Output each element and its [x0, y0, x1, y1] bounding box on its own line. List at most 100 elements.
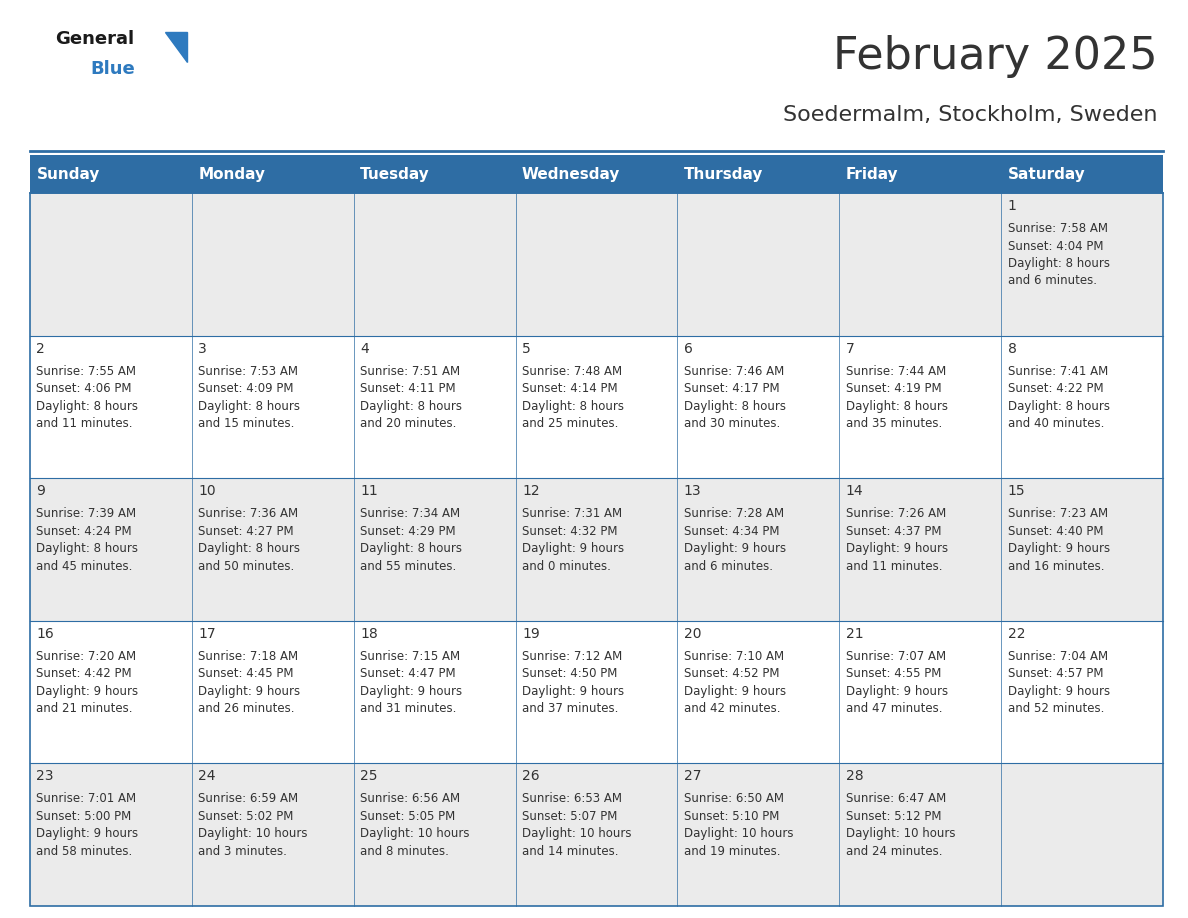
Bar: [191, 478, 354, 621]
Text: Sunset: 4:22 PM: Sunset: 4:22 PM: [1007, 382, 1104, 395]
Bar: [30, 193, 191, 336]
Text: Sunset: 4:32 PM: Sunset: 4:32 PM: [522, 525, 618, 538]
Text: and 15 minutes.: and 15 minutes.: [198, 417, 295, 431]
Text: Daylight: 9 hours: Daylight: 9 hours: [37, 685, 139, 698]
Text: Sunset: 4:06 PM: Sunset: 4:06 PM: [37, 382, 132, 395]
Text: and 19 minutes.: and 19 minutes.: [684, 845, 781, 858]
Text: Sunrise: 7:04 AM: Sunrise: 7:04 AM: [1007, 650, 1107, 663]
Text: Sunset: 5:10 PM: Sunset: 5:10 PM: [684, 810, 779, 823]
Text: Sunset: 4:45 PM: Sunset: 4:45 PM: [198, 667, 293, 680]
Bar: [1001, 336, 1163, 478]
Text: Sunrise: 7:58 AM: Sunrise: 7:58 AM: [1007, 222, 1107, 235]
Bar: [191, 336, 354, 478]
Text: Sunday: Sunday: [37, 166, 100, 182]
Text: Sunrise: 7:07 AM: Sunrise: 7:07 AM: [846, 650, 946, 663]
Text: Daylight: 9 hours: Daylight: 9 hours: [846, 685, 948, 698]
Text: 9: 9: [37, 484, 45, 498]
Text: and 50 minutes.: and 50 minutes.: [198, 560, 295, 573]
Text: 8: 8: [1007, 341, 1017, 355]
Bar: [354, 621, 516, 764]
Bar: [516, 621, 677, 764]
Text: Sunrise: 6:47 AM: Sunrise: 6:47 AM: [846, 792, 946, 805]
Text: Sunrise: 7:26 AM: Sunrise: 7:26 AM: [846, 508, 946, 521]
Text: Sunrise: 7:23 AM: Sunrise: 7:23 AM: [1007, 508, 1107, 521]
Bar: [839, 336, 1001, 478]
Bar: [516, 336, 677, 478]
Bar: [30, 764, 191, 906]
Text: and 14 minutes.: and 14 minutes.: [522, 845, 619, 858]
Text: Sunrise: 7:53 AM: Sunrise: 7:53 AM: [198, 364, 298, 377]
Text: 19: 19: [522, 627, 539, 641]
Bar: [30, 336, 191, 478]
Text: 17: 17: [198, 627, 216, 641]
Bar: [677, 336, 839, 478]
Text: Sunset: 4:29 PM: Sunset: 4:29 PM: [360, 525, 456, 538]
Text: Sunrise: 6:59 AM: Sunrise: 6:59 AM: [198, 792, 298, 805]
Bar: [839, 478, 1001, 621]
Text: Sunrise: 7:36 AM: Sunrise: 7:36 AM: [198, 508, 298, 521]
Text: Sunset: 5:07 PM: Sunset: 5:07 PM: [522, 810, 618, 823]
Text: Sunset: 4:57 PM: Sunset: 4:57 PM: [1007, 667, 1104, 680]
Bar: [677, 193, 839, 336]
Bar: [30, 155, 1163, 193]
Text: and 11 minutes.: and 11 minutes.: [846, 560, 942, 573]
Bar: [354, 764, 516, 906]
Text: Daylight: 8 hours: Daylight: 8 hours: [198, 543, 301, 555]
Text: 28: 28: [846, 769, 864, 783]
Text: and 21 minutes.: and 21 minutes.: [37, 702, 133, 715]
Text: 26: 26: [522, 769, 539, 783]
Text: Sunrise: 7:41 AM: Sunrise: 7:41 AM: [1007, 364, 1108, 377]
Text: Daylight: 9 hours: Daylight: 9 hours: [522, 543, 624, 555]
Text: Sunset: 5:12 PM: Sunset: 5:12 PM: [846, 810, 941, 823]
Text: and 24 minutes.: and 24 minutes.: [846, 845, 942, 858]
Text: 11: 11: [360, 484, 378, 498]
Text: Daylight: 9 hours: Daylight: 9 hours: [522, 685, 624, 698]
Text: and 11 minutes.: and 11 minutes.: [37, 417, 133, 431]
Bar: [30, 621, 191, 764]
Bar: [677, 621, 839, 764]
Bar: [677, 764, 839, 906]
Text: and 45 minutes.: and 45 minutes.: [37, 560, 133, 573]
Text: 23: 23: [37, 769, 53, 783]
Text: and 31 minutes.: and 31 minutes.: [360, 702, 456, 715]
Text: and 37 minutes.: and 37 minutes.: [522, 702, 619, 715]
Text: Sunset: 4:42 PM: Sunset: 4:42 PM: [37, 667, 132, 680]
Text: Sunset: 4:34 PM: Sunset: 4:34 PM: [684, 525, 779, 538]
Text: Sunrise: 7:51 AM: Sunrise: 7:51 AM: [360, 364, 460, 377]
Text: 5: 5: [522, 341, 531, 355]
Text: Monday: Monday: [198, 166, 265, 182]
Text: Daylight: 8 hours: Daylight: 8 hours: [846, 399, 948, 412]
Text: and 35 minutes.: and 35 minutes.: [846, 417, 942, 431]
Text: Sunset: 4:47 PM: Sunset: 4:47 PM: [360, 667, 456, 680]
Text: Sunrise: 7:44 AM: Sunrise: 7:44 AM: [846, 364, 946, 377]
Bar: [516, 478, 677, 621]
Text: 10: 10: [198, 484, 216, 498]
Text: Daylight: 8 hours: Daylight: 8 hours: [522, 399, 624, 412]
Text: and 8 minutes.: and 8 minutes.: [360, 845, 449, 858]
Text: Sunrise: 7:34 AM: Sunrise: 7:34 AM: [360, 508, 460, 521]
Text: Sunset: 4:11 PM: Sunset: 4:11 PM: [360, 382, 456, 395]
Bar: [839, 193, 1001, 336]
Text: Daylight: 8 hours: Daylight: 8 hours: [1007, 399, 1110, 412]
Text: Sunrise: 7:31 AM: Sunrise: 7:31 AM: [522, 508, 623, 521]
Text: Sunset: 4:17 PM: Sunset: 4:17 PM: [684, 382, 779, 395]
Text: Daylight: 9 hours: Daylight: 9 hours: [198, 685, 301, 698]
Text: 13: 13: [684, 484, 702, 498]
Bar: [191, 621, 354, 764]
Text: Daylight: 9 hours: Daylight: 9 hours: [37, 827, 139, 840]
Text: 22: 22: [1007, 627, 1025, 641]
Text: 3: 3: [198, 341, 207, 355]
Text: and 55 minutes.: and 55 minutes.: [360, 560, 456, 573]
Bar: [191, 193, 354, 336]
Text: and 16 minutes.: and 16 minutes.: [1007, 560, 1104, 573]
Text: Daylight: 9 hours: Daylight: 9 hours: [1007, 685, 1110, 698]
Text: and 47 minutes.: and 47 minutes.: [846, 702, 942, 715]
Bar: [1001, 478, 1163, 621]
Text: 24: 24: [198, 769, 216, 783]
Text: 1: 1: [1007, 199, 1017, 213]
Text: Daylight: 8 hours: Daylight: 8 hours: [1007, 257, 1110, 270]
Text: and 3 minutes.: and 3 minutes.: [198, 845, 287, 858]
Text: and 40 minutes.: and 40 minutes.: [1007, 417, 1104, 431]
Text: Daylight: 8 hours: Daylight: 8 hours: [37, 543, 139, 555]
Text: Sunset: 4:37 PM: Sunset: 4:37 PM: [846, 525, 941, 538]
